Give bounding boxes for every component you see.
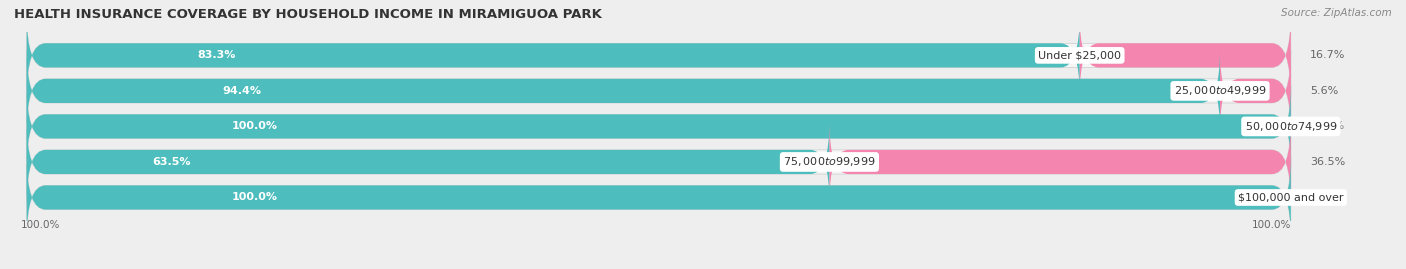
Text: 100.0%: 100.0%	[1251, 220, 1291, 230]
Text: 94.4%: 94.4%	[222, 86, 262, 96]
Text: Under $25,000: Under $25,000	[1038, 50, 1121, 60]
FancyBboxPatch shape	[27, 121, 1291, 203]
FancyBboxPatch shape	[27, 156, 1291, 239]
Text: 100.0%: 100.0%	[20, 220, 60, 230]
Text: $25,000 to $49,999: $25,000 to $49,999	[1174, 84, 1267, 97]
Text: 100.0%: 100.0%	[231, 121, 277, 132]
FancyBboxPatch shape	[27, 14, 1291, 97]
FancyBboxPatch shape	[27, 121, 830, 203]
FancyBboxPatch shape	[27, 14, 1080, 97]
Text: 16.7%: 16.7%	[1310, 50, 1346, 60]
FancyBboxPatch shape	[1080, 14, 1291, 97]
FancyBboxPatch shape	[830, 121, 1291, 203]
FancyBboxPatch shape	[27, 85, 1291, 168]
FancyBboxPatch shape	[27, 50, 1291, 132]
Text: HEALTH INSURANCE COVERAGE BY HOUSEHOLD INCOME IN MIRAMIGUOA PARK: HEALTH INSURANCE COVERAGE BY HOUSEHOLD I…	[14, 8, 602, 21]
FancyBboxPatch shape	[27, 156, 1291, 239]
FancyBboxPatch shape	[27, 50, 1220, 132]
FancyBboxPatch shape	[1220, 50, 1291, 132]
Text: 83.3%: 83.3%	[197, 50, 235, 60]
Text: $75,000 to $99,999: $75,000 to $99,999	[783, 155, 876, 168]
FancyBboxPatch shape	[27, 85, 1291, 168]
Text: 36.5%: 36.5%	[1310, 157, 1346, 167]
Text: $50,000 to $74,999: $50,000 to $74,999	[1244, 120, 1337, 133]
Text: 0.0%: 0.0%	[1316, 121, 1344, 132]
Text: $100,000 and over: $100,000 and over	[1239, 193, 1344, 203]
Text: 100.0%: 100.0%	[231, 193, 277, 203]
Text: Source: ZipAtlas.com: Source: ZipAtlas.com	[1281, 8, 1392, 18]
Text: 5.6%: 5.6%	[1310, 86, 1339, 96]
Text: 0.0%: 0.0%	[1316, 193, 1344, 203]
Text: 63.5%: 63.5%	[152, 157, 190, 167]
